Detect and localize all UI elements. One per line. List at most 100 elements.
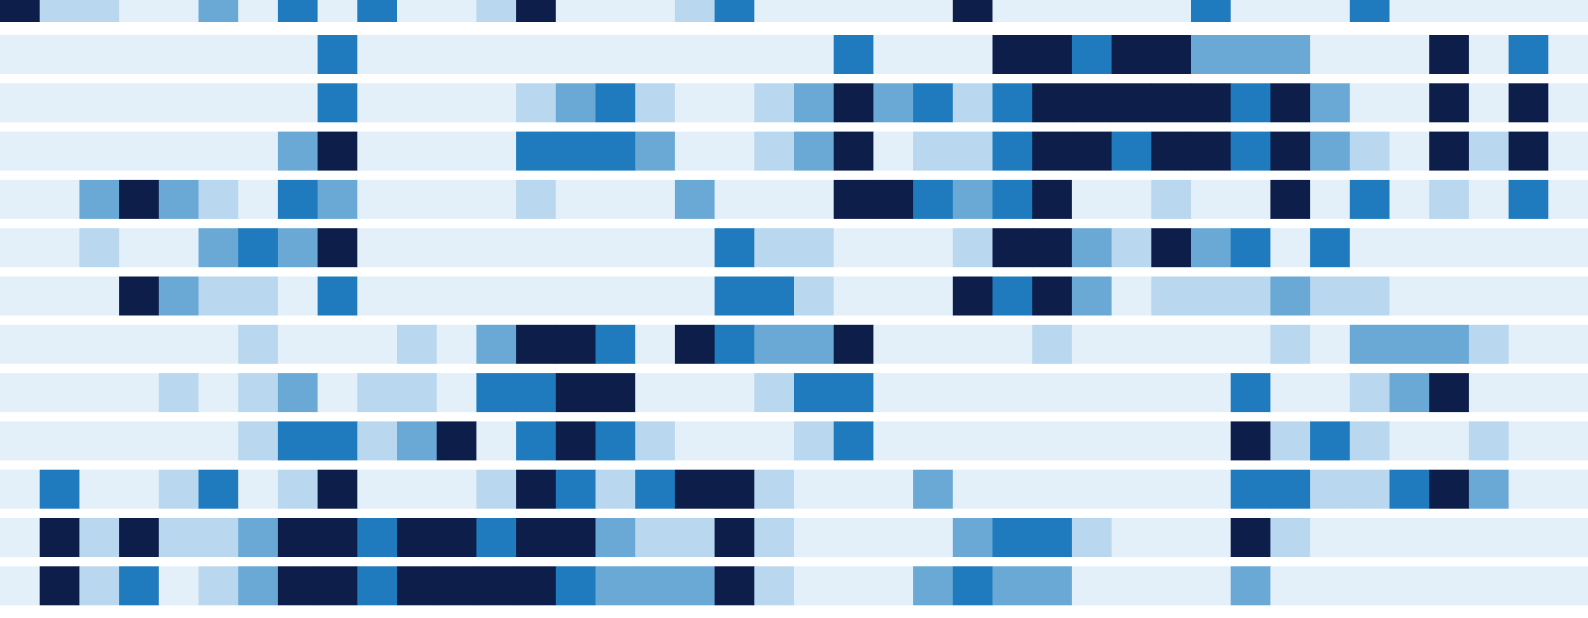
cell [1111,0,1152,22]
cell [436,228,477,268]
cell [1032,179,1073,219]
cell [1230,276,1271,316]
cell [238,469,279,509]
cell [674,228,716,268]
cell [555,324,596,364]
cell [1270,566,1311,606]
cell [158,276,199,316]
cell [1191,421,1232,461]
cell [39,35,80,74]
cell [317,131,358,171]
cell [595,518,636,557]
cell [833,0,874,22]
cell [79,373,120,413]
cell [357,83,398,123]
cell [1468,324,1510,364]
cell [436,421,477,461]
cell [1508,131,1549,171]
cell [39,0,80,22]
cell [476,518,517,557]
cell [277,373,319,413]
cell [1151,228,1192,268]
cell [476,324,517,364]
cell [317,179,358,219]
cell [1071,324,1113,364]
cell [794,566,835,606]
cell [1389,83,1430,123]
cell [1349,0,1390,22]
cell [714,131,755,171]
cell [436,324,477,364]
cell [754,131,795,171]
cell [158,324,199,364]
cell [1151,276,1192,316]
cell [1508,83,1549,123]
cell [1310,518,1351,557]
cell [0,83,41,123]
cell [476,0,517,22]
cell [1111,566,1152,606]
cell [952,469,993,509]
cell [1032,0,1073,22]
cell [992,566,1033,606]
cell [1191,179,1232,219]
cell [1151,131,1192,171]
cell [595,324,636,364]
cell [992,228,1033,268]
cell [158,518,199,557]
cell [873,324,914,364]
cell [357,566,398,606]
cell [754,421,795,461]
cell [873,421,914,461]
cell [992,35,1033,74]
cell [277,421,319,461]
cell [794,373,835,413]
cell [1389,421,1430,461]
cell [39,518,80,557]
cell [1151,324,1192,364]
cell [1191,324,1232,364]
cell [714,373,755,413]
cell [1230,421,1271,461]
cell [913,228,954,268]
cell [357,131,398,171]
cell [119,228,160,268]
cell [1151,566,1192,606]
cell [992,421,1033,461]
cell [158,373,199,413]
cell [476,276,517,316]
cell [833,324,874,364]
cell [357,228,398,268]
cell [39,276,80,316]
cell [794,0,835,22]
cell [397,421,438,461]
cell [1548,469,1588,509]
cell [357,469,398,509]
cell [1508,566,1549,606]
cell [238,228,279,268]
cell [952,131,993,171]
cell [317,518,358,557]
cell [833,566,874,606]
cell [39,83,80,123]
cell [39,324,80,364]
cell [158,469,199,509]
cell [1230,83,1271,123]
cell [1191,276,1232,316]
cell [357,179,398,219]
cell [873,0,914,22]
cell [119,131,160,171]
cell [516,373,557,413]
cell [397,35,438,74]
cell [595,276,636,316]
cell [555,35,596,74]
cell [635,373,676,413]
cell [1151,373,1192,413]
cell [238,276,279,316]
cell [913,179,954,219]
cell [1032,518,1073,557]
cell [1389,0,1430,22]
cell [317,35,358,74]
cell [1349,324,1390,364]
cell [436,0,477,22]
